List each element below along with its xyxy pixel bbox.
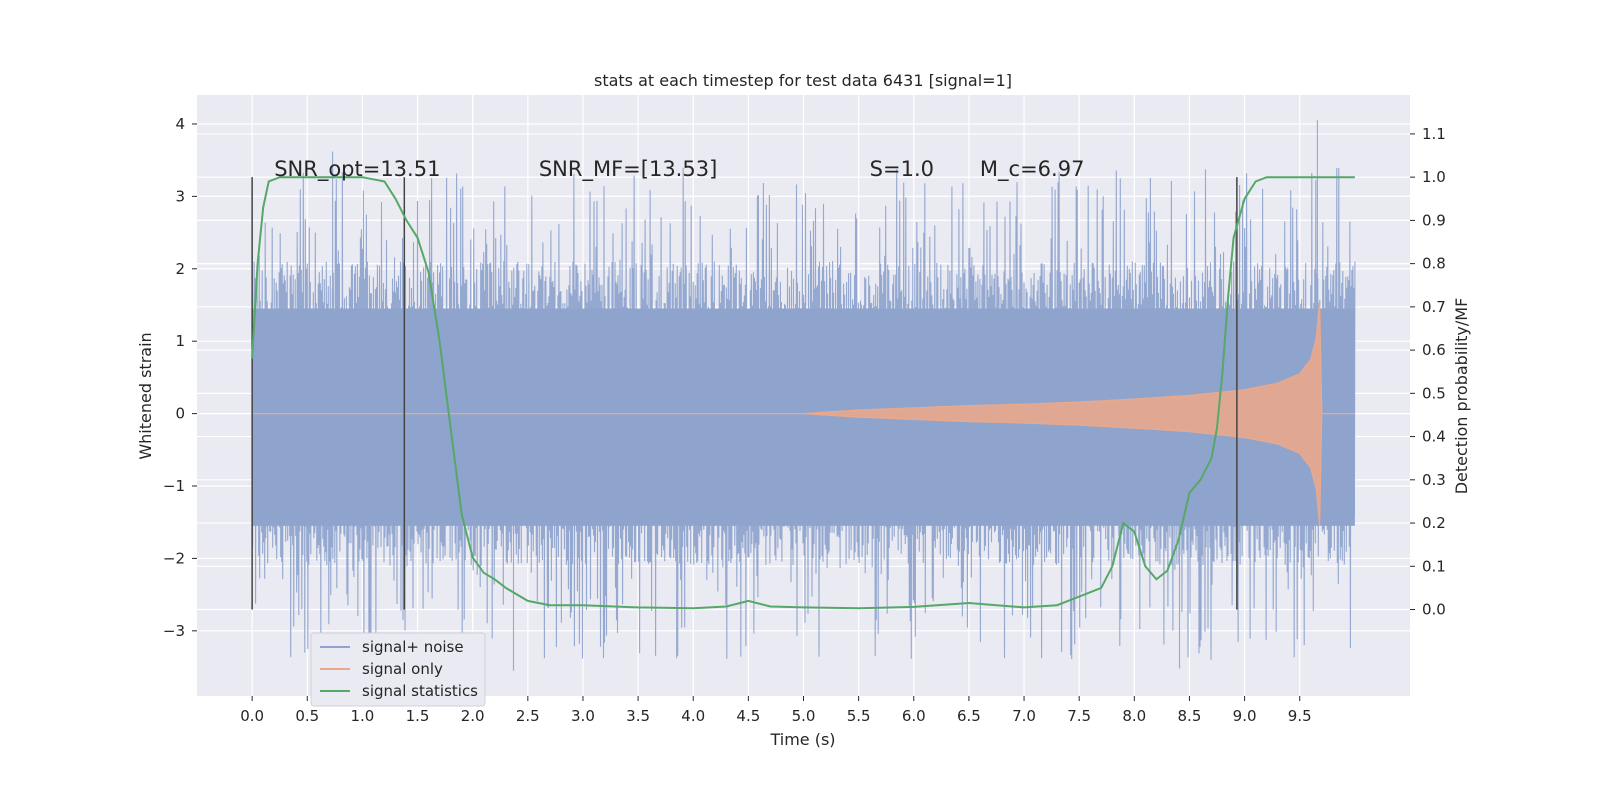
y-tick-label: −1: [163, 477, 185, 495]
legend: signal+ noise signal only signal statist…: [310, 632, 486, 707]
x-tick-label: 2.0: [461, 707, 485, 725]
y-tick-label: 4: [175, 115, 185, 133]
x-tick-label: 5.0: [792, 707, 816, 725]
x-tick-label: 6.5: [957, 707, 981, 725]
legend-box: [310, 632, 486, 707]
y-right-tick-label: 1.1: [1422, 125, 1446, 143]
x-tick-label: 7.5: [1067, 707, 1091, 725]
y-right-tick-label: 0.5: [1422, 384, 1446, 402]
x-tick-label: 5.5: [847, 707, 871, 725]
legend-label-signal-noise: signal+ noise: [362, 638, 464, 656]
signal-statistics-line: [251, 176, 1355, 610]
x-tick-label: 4.0: [681, 707, 705, 725]
y-tick-label: 2: [175, 260, 185, 278]
y-right-tick-label: 0.4: [1422, 428, 1446, 446]
x-tick-label: 8.0: [1122, 707, 1146, 725]
x-tick-label: 7.0: [1012, 707, 1036, 725]
y-tick-label: −3: [163, 622, 185, 640]
x-tick-label: 1.0: [350, 707, 374, 725]
annotations: SNR_opt=13.51 SNR_MF=[13.53] S=1.0 M_c=6.97: [274, 157, 1084, 182]
x-tick-label: 0.0: [240, 707, 264, 725]
annotation-text: S=1.0: [870, 157, 934, 181]
y-axis-label: Whitened strain: [136, 332, 155, 459]
annotation-text: M_c=6.97: [980, 157, 1085, 182]
y-right-tick-label: 1.0: [1422, 168, 1446, 186]
y-tick-label: 0: [175, 405, 185, 423]
chart-title: stats at each timestep for test data 643…: [594, 71, 1012, 90]
x-tick-label: 1.5: [406, 707, 430, 725]
x-tick-label: 3.0: [571, 707, 595, 725]
y-right-axis-label: Detection probability/MF: [1452, 298, 1471, 495]
y-right-tick-label: 0.8: [1422, 255, 1446, 273]
signal-only-envelope: [252, 301, 1355, 526]
signal-only-series: [252, 301, 1355, 526]
x-tick-label: 9.5: [1288, 707, 1312, 725]
x-tick-label: 8.5: [1178, 707, 1202, 725]
y-tick-label: −2: [163, 549, 185, 567]
y-right-tick-label: 0.6: [1422, 341, 1446, 359]
y-tick-label: 1: [175, 332, 185, 350]
y-right-tick-label: 0.7: [1422, 298, 1446, 316]
y-tick-label: 3: [175, 187, 185, 205]
x-axis-label: Time (s): [769, 730, 835, 749]
x-tick-label: 3.5: [626, 707, 650, 725]
annotation-text: SNR_MF=[13.53]: [539, 157, 717, 182]
y-right-tick-label: 0.1: [1422, 557, 1446, 575]
axis-ticks: 0.0 0.5 1.0 1.5 2.0 2.5 3.0 3.5 4.0 4.5 5.0 5.5 6.0 6…: [163, 115, 1446, 725]
legend-label-signal-statistics: signal statistics: [362, 682, 478, 700]
signal-statistics-series: [251, 176, 1355, 610]
annotation-text: SNR_opt=13.51: [274, 157, 440, 182]
signal-noise-line: [251, 120, 1356, 671]
y-right-tick-label: 0.9: [1422, 211, 1446, 229]
y-right-tick-label: 0.2: [1422, 514, 1446, 532]
x-tick-label: 6.0: [902, 707, 926, 725]
x-tick-label: 2.5: [516, 707, 540, 725]
vertical-markers: [251, 177, 1238, 610]
x-tick-label: 9.0: [1233, 707, 1257, 725]
x-tick-label: 4.5: [736, 707, 760, 725]
legend-label-signal-only: signal only: [362, 660, 443, 678]
y-right-tick-label: 0.0: [1422, 601, 1446, 619]
x-tick-label: 0.5: [295, 707, 319, 725]
y-right-tick-label: 0.3: [1422, 471, 1446, 489]
